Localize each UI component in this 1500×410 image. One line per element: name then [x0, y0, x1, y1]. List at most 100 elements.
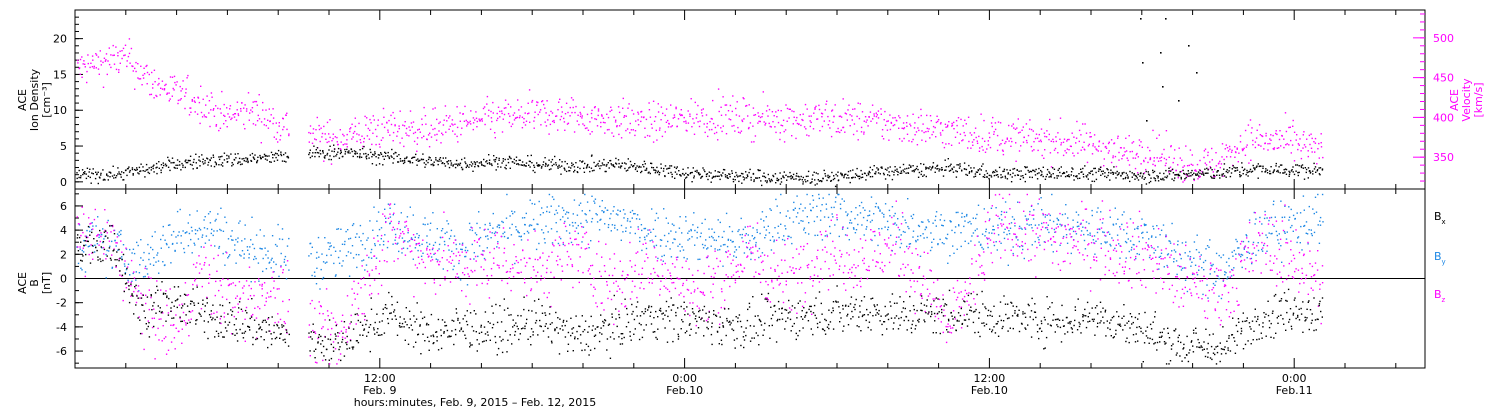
by-series-point [1303, 209, 1305, 211]
by-series-point [1018, 225, 1021, 228]
density-series-point [686, 176, 688, 178]
density-series-point [406, 156, 408, 158]
by-series-point [1089, 234, 1091, 236]
velocity-series-point [243, 107, 245, 109]
by-series-point [690, 229, 692, 232]
density-series-point [1078, 173, 1080, 175]
density-series-point [239, 161, 241, 163]
velocity-series-point [975, 136, 977, 139]
density-series-point [645, 167, 648, 170]
by-series-point [339, 250, 341, 252]
velocity-series-point [1207, 154, 1209, 157]
by-series-point [392, 243, 394, 245]
by-series-point [431, 248, 434, 251]
density-series-point [641, 170, 643, 173]
density-series-point [660, 163, 662, 165]
density-series-point [1300, 165, 1302, 167]
velocity-series-point [1252, 139, 1254, 142]
by-series-point [152, 264, 155, 266]
velocity-series-point [110, 54, 112, 56]
density-series-point [489, 163, 491, 165]
by-series-point [1083, 233, 1085, 236]
by-series-point [330, 245, 332, 247]
velocity-series-point [115, 68, 118, 71]
velocity-series-point [1036, 137, 1039, 139]
density-series-point [1009, 169, 1011, 171]
by-series-point [401, 252, 403, 254]
density-series-point [388, 157, 391, 160]
velocity-series-point [758, 115, 760, 117]
density-series-point [115, 176, 117, 179]
velocity-series-point [513, 119, 516, 121]
density-series-point [1131, 172, 1133, 174]
velocity-series-point [1069, 145, 1072, 147]
velocity-series-point [998, 144, 1001, 146]
velocity-series-point [1195, 170, 1197, 172]
by-series-point [841, 198, 843, 200]
velocity-series-point [986, 148, 988, 150]
velocity-series-point [359, 139, 361, 141]
velocity-series-point [486, 95, 489, 98]
velocity-series-point [1025, 123, 1028, 125]
by-series-point [556, 230, 558, 233]
velocity-series-point [703, 123, 705, 125]
density-series-point [1082, 173, 1085, 175]
bz-series-point [140, 292, 142, 295]
by-series-point [652, 228, 655, 230]
velocity-series-point [762, 91, 764, 93]
velocity-series-point [533, 127, 535, 129]
velocity-series-point [372, 115, 374, 117]
by-series-point [457, 276, 460, 278]
velocity-series-point [185, 92, 187, 94]
density-series-point [80, 175, 82, 177]
by-series-point [1031, 227, 1033, 229]
velocity-series-point [875, 115, 878, 118]
by-series-point [694, 229, 696, 232]
by-series-point [663, 234, 666, 237]
density-series-point [753, 180, 755, 183]
velocity-series-point [457, 141, 459, 143]
density-series-point [1107, 174, 1109, 177]
density-series-point [553, 163, 555, 166]
density-series-point [1143, 178, 1145, 180]
by-series-point [310, 253, 312, 255]
density-series-point [167, 166, 170, 168]
density-series-point [595, 165, 597, 167]
density-series-point [819, 180, 822, 182]
velocity-series-point [363, 137, 365, 140]
by-series-point [985, 230, 987, 233]
bz-series-point [113, 248, 115, 250]
density-series-point [261, 156, 264, 158]
by-series-point [122, 244, 125, 246]
velocity-series-point [382, 137, 384, 139]
by-series-point [514, 262, 516, 265]
density-series-point [454, 166, 457, 169]
by-series-point [125, 268, 128, 271]
by-series-point [1160, 252, 1163, 254]
density-series-point [447, 163, 449, 165]
density-series-point [1256, 165, 1258, 167]
density-series-point [1298, 171, 1300, 174]
velocity-series-point [1203, 156, 1205, 159]
velocity-series-point [740, 130, 743, 132]
density-series-point [1170, 170, 1172, 172]
by-series-point [1184, 279, 1187, 281]
density-series-point [365, 152, 367, 155]
by-series-point [434, 241, 437, 244]
velocity-series-point [370, 122, 372, 124]
x-tick-time: 12:00 [974, 372, 1006, 385]
by-series-point [978, 241, 980, 243]
velocity-series-point [1296, 134, 1298, 136]
by-series-point [1064, 213, 1066, 215]
velocity-series-point [263, 124, 265, 126]
by-series-point [543, 238, 546, 240]
velocity-series-point [704, 131, 706, 134]
density-series-point [1305, 168, 1308, 171]
by-series-point [382, 244, 385, 246]
velocity-series-point [718, 110, 720, 113]
density-series-point [1258, 165, 1260, 168]
bz-series-point [167, 312, 170, 314]
density-series-point [378, 163, 381, 165]
density-series-point [1295, 164, 1297, 166]
by-series-point [277, 223, 279, 226]
